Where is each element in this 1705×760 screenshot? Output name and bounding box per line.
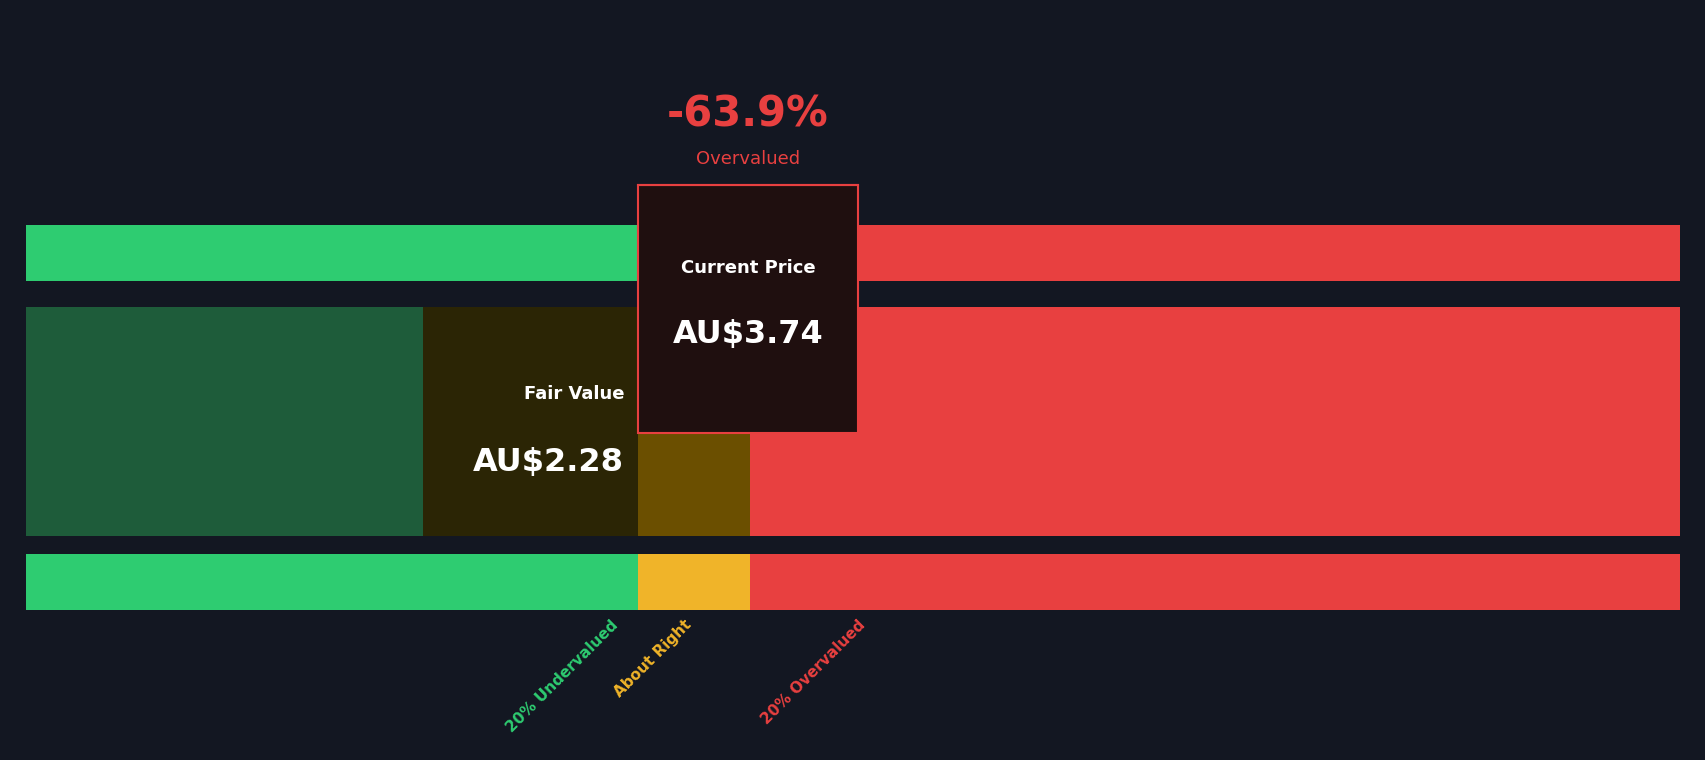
Bar	[638, 307, 750, 536]
Text: About Right: About Right	[610, 617, 694, 700]
Text: Fair Value: Fair Value	[523, 385, 624, 403]
Bar	[750, 554, 1679, 610]
Bar	[26, 226, 638, 281]
Bar	[750, 226, 1679, 281]
Bar	[26, 307, 638, 536]
Text: Current Price: Current Price	[680, 259, 815, 277]
Text: -63.9%: -63.9%	[667, 93, 829, 135]
Text: 20% Undervalued: 20% Undervalued	[503, 617, 621, 735]
Text: AU$2.28: AU$2.28	[472, 447, 624, 478]
Bar	[26, 554, 638, 610]
Text: Overvalued: Overvalued	[696, 150, 800, 168]
Bar	[638, 185, 858, 432]
Bar	[638, 554, 750, 610]
Bar	[750, 307, 1679, 536]
Text: AU$3.74: AU$3.74	[672, 319, 824, 350]
Bar	[423, 307, 638, 536]
Text: 20% Overvalued: 20% Overvalued	[759, 617, 868, 727]
Bar	[638, 226, 750, 281]
